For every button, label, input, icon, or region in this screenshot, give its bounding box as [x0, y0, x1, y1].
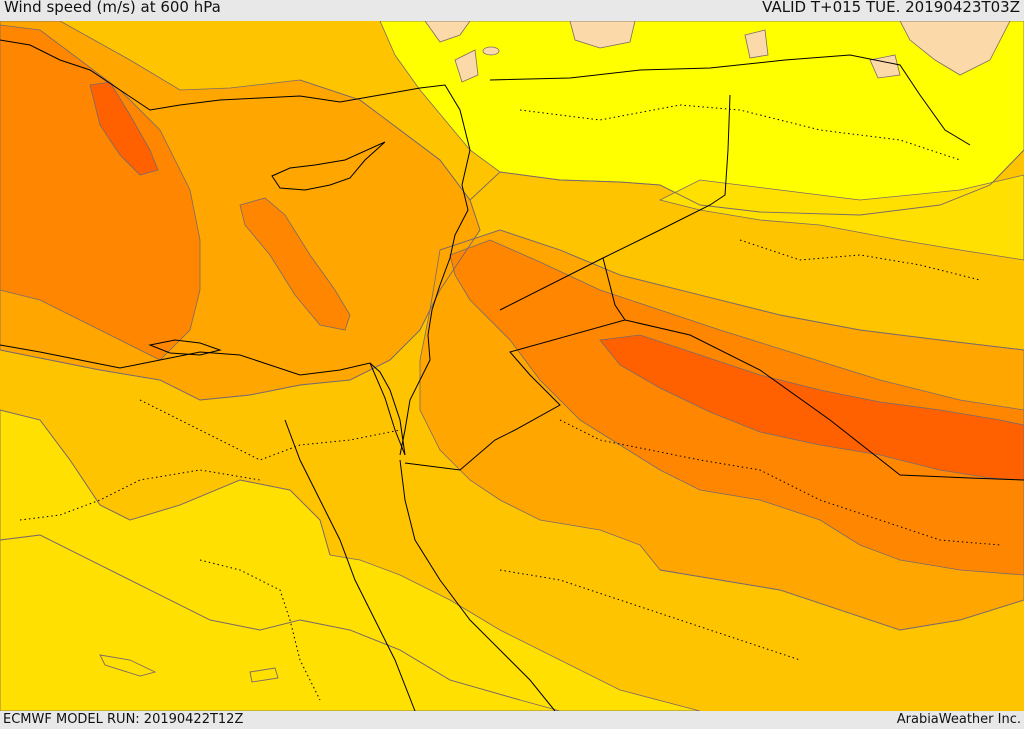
model-run-label: ECMWF MODEL RUN: 20190422T12Z [3, 712, 244, 727]
credit-label: ArabiaWeather Inc. [896, 712, 1021, 727]
map-title: Wind speed (m/s) at 600 hPa [4, 0, 221, 16]
band-level-2-east [658, 174, 1024, 261]
band-level-5-cyprus [239, 197, 351, 331]
contour-line-8 [249, 667, 279, 683]
coastlines-and-borders [0, 39, 1024, 711]
border-jordan-saudi [404, 257, 626, 471]
low-wind-area-4 [744, 29, 769, 59]
internal-boundaries [19, 104, 1001, 701]
contour-bands [0, 21, 1024, 711]
border-syria-iraq [489, 54, 971, 146]
contour-line-7 [99, 654, 157, 677]
border-saudi-iraq-east [624, 319, 1024, 481]
map-footer: ECMWF MODEL RUN: 20190422T12Z ArabiaWeat… [0, 711, 1024, 729]
low-wind-area-3 [569, 21, 636, 49]
contour-line-1 [0, 79, 481, 401]
contour-line-5 [659, 569, 1024, 631]
band-level-6-aegean [89, 81, 159, 176]
low-wind-area-2 [454, 49, 479, 83]
contour-lines [0, 79, 1024, 701]
wind-speed-map [0, 21, 1024, 711]
low-wind-area-7 [482, 46, 500, 56]
contour-line-4 [0, 409, 331, 556]
low-wind-area-1 [424, 21, 471, 43]
coastline-red-sea-west [284, 419, 416, 711]
map-canvas [0, 21, 1024, 711]
map-header: Wind speed (m/s) at 600 hPa VALID T+015 … [0, 0, 1024, 21]
coastline-levant [399, 149, 471, 456]
dotted-boundary-5 [19, 469, 261, 521]
coastline-crete [148, 339, 222, 356]
contour-line-6 [469, 149, 1024, 216]
coastline-turkey [0, 39, 471, 151]
dotted-boundary-3 [499, 569, 801, 661]
coastline-red-sea-east [399, 459, 556, 711]
valid-time: VALID T+015 TUE. 20190423T03Z [762, 0, 1020, 16]
coastline-cyprus [271, 141, 386, 191]
contour-line-2 [439, 229, 1024, 351]
low-wind-area-6 [899, 21, 1011, 76]
band-level-5-west [0, 24, 201, 361]
coastline-egypt-libya [0, 344, 406, 456]
dotted-boundary-6 [559, 419, 1001, 546]
contour-line-3 [0, 534, 521, 701]
border-egypt-sudan [369, 362, 406, 456]
